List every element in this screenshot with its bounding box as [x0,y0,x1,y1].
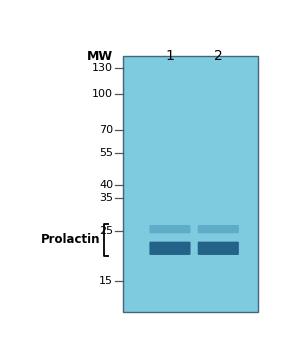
Text: 130: 130 [92,63,113,73]
FancyBboxPatch shape [149,242,191,255]
Text: 25: 25 [99,226,113,236]
Text: 1: 1 [166,49,174,63]
FancyBboxPatch shape [198,225,239,233]
Text: 35: 35 [99,193,113,203]
Text: 2: 2 [214,49,223,63]
Bar [123,56,258,312]
FancyBboxPatch shape [198,242,239,255]
Text: 70: 70 [99,125,113,135]
Text: 15: 15 [99,276,113,287]
Text: 40: 40 [99,180,113,190]
FancyBboxPatch shape [149,225,191,233]
Text: 100: 100 [92,89,113,99]
Text: Prolactin: Prolactin [41,234,100,247]
Text: 55: 55 [99,148,113,158]
Text: MW: MW [87,50,113,63]
